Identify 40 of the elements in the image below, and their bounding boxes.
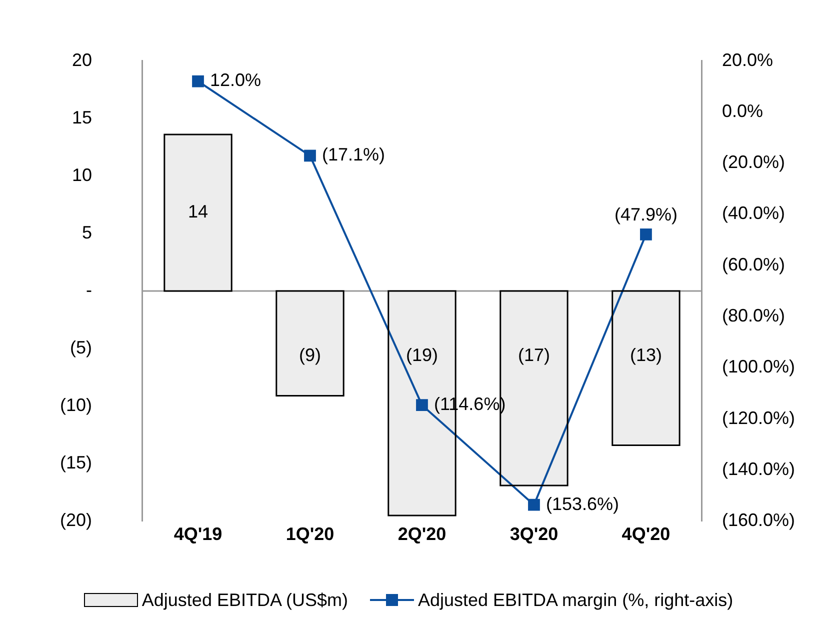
y-tick-label: 10 [72,164,92,185]
y2-tick-label: 20.0% [722,50,774,70]
y2-tick-label: (60.0%) [722,254,785,274]
y2-tick-label: (160.0%) [722,510,796,530]
y-tick-label: (15) [60,452,92,473]
data-label: (9) [298,344,321,365]
data-label: 12.0% [210,70,262,90]
x-tick-label: 2Q'20 [398,524,446,544]
x-tick-label: 1Q'20 [286,524,334,544]
y-tick-label: (10) [60,395,92,416]
point [192,75,204,88]
y2-tick-label: (40.0%) [722,203,785,224]
point [304,150,316,162]
data-label: (17) [518,344,550,365]
x-tick-label: 4Q'20 [622,524,670,544]
data-label: (19) [406,344,438,365]
y-tick-label: - [86,280,92,300]
data-label: (153.6%) [546,494,620,514]
y2-tick-label: (140.0%) [722,459,796,480]
y2-tick-label: (20.0%) [722,152,785,172]
point [528,498,540,511]
point [640,228,652,240]
data-label: (17.1%) [322,144,386,165]
x-tick-label: 4Q'19 [174,524,222,544]
legend-label: Adjusted EBITDA margin (%, right-axis) [418,590,734,610]
y2-tick-label: 0.0% [722,100,763,121]
x-tick-label: 3Q'20 [510,524,558,544]
data-label: 14 [188,202,208,222]
y2-tick-label: (120.0%) [722,408,796,428]
data-label: (47.9%) [614,204,678,224]
y-tick-label: 15 [72,107,92,128]
y-tick-label: 20 [72,50,92,70]
point [416,399,428,412]
legend-label: Adjusted EBITDA (US$m) [142,590,348,610]
y2-tick-label: (80.0%) [722,306,785,326]
y2-tick-label: (100.0%) [722,356,796,377]
data-label: (13) [630,344,662,365]
y-tick-label: (20) [60,510,92,530]
y-tick-label: 5 [82,222,92,242]
y-tick-label: (5) [70,338,92,358]
